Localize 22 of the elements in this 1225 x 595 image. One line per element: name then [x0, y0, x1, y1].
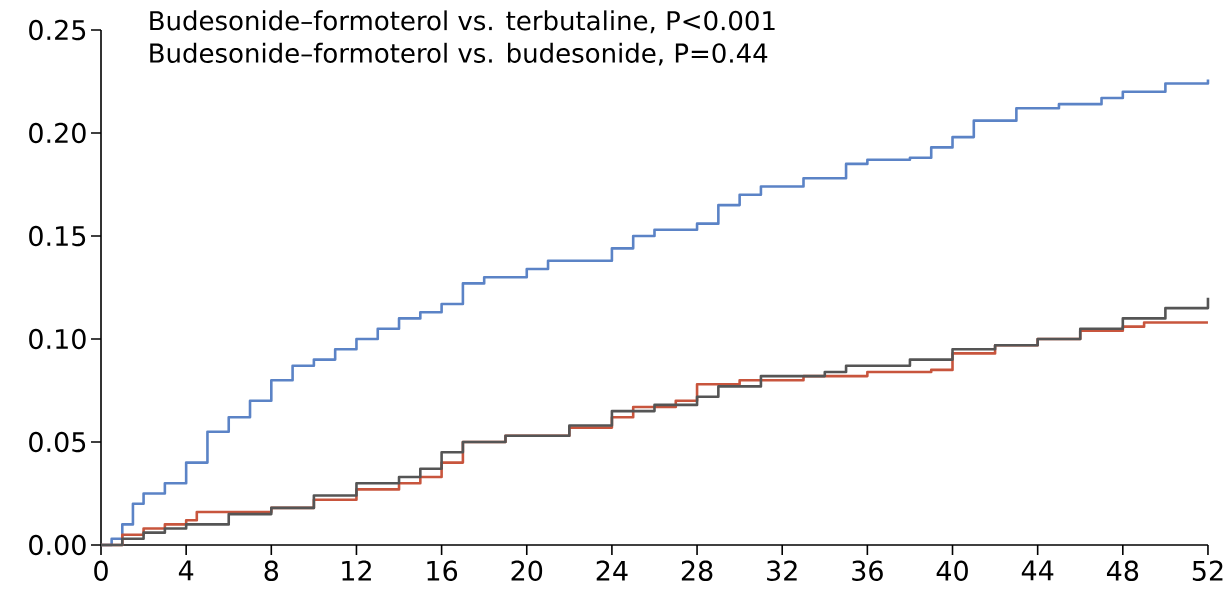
x-tick-label: 32: [767, 560, 797, 581]
x-tick-label: 12: [342, 560, 371, 581]
y-tick-label: 0.20: [29, 122, 86, 144]
x-tick-label: 28: [681, 560, 713, 581]
x-tick-label: 48: [1106, 560, 1139, 581]
x-tick-label: 8: [264, 560, 279, 581]
x-tick-label: 40: [936, 560, 968, 581]
annotation: Budesonide–formoterol vs. terbutaline, P<0.001: [150, 10, 775, 34]
y-tick-label: 0.00: [29, 534, 86, 556]
x-tick-label: 24: [596, 560, 628, 581]
x-tick-label: 16: [427, 560, 458, 581]
x-tick-label: 52: [1192, 560, 1223, 581]
x-tick-label: 0: [94, 560, 108, 581]
x-tick-label: 36: [852, 560, 883, 581]
y-tick-label: 0.10: [29, 328, 86, 350]
x-tick-label: 20: [511, 560, 543, 581]
x-tick-label: 4: [178, 560, 194, 581]
y-tick-label: 0.15: [29, 225, 86, 247]
annotation: Budesonide–formoterol vs. budesonide, P=0.44: [150, 42, 768, 66]
y-tick-label: 0.05: [29, 431, 86, 453]
x-tick-label: 44: [1021, 560, 1054, 581]
y-tick-label: 0.25: [29, 19, 86, 41]
